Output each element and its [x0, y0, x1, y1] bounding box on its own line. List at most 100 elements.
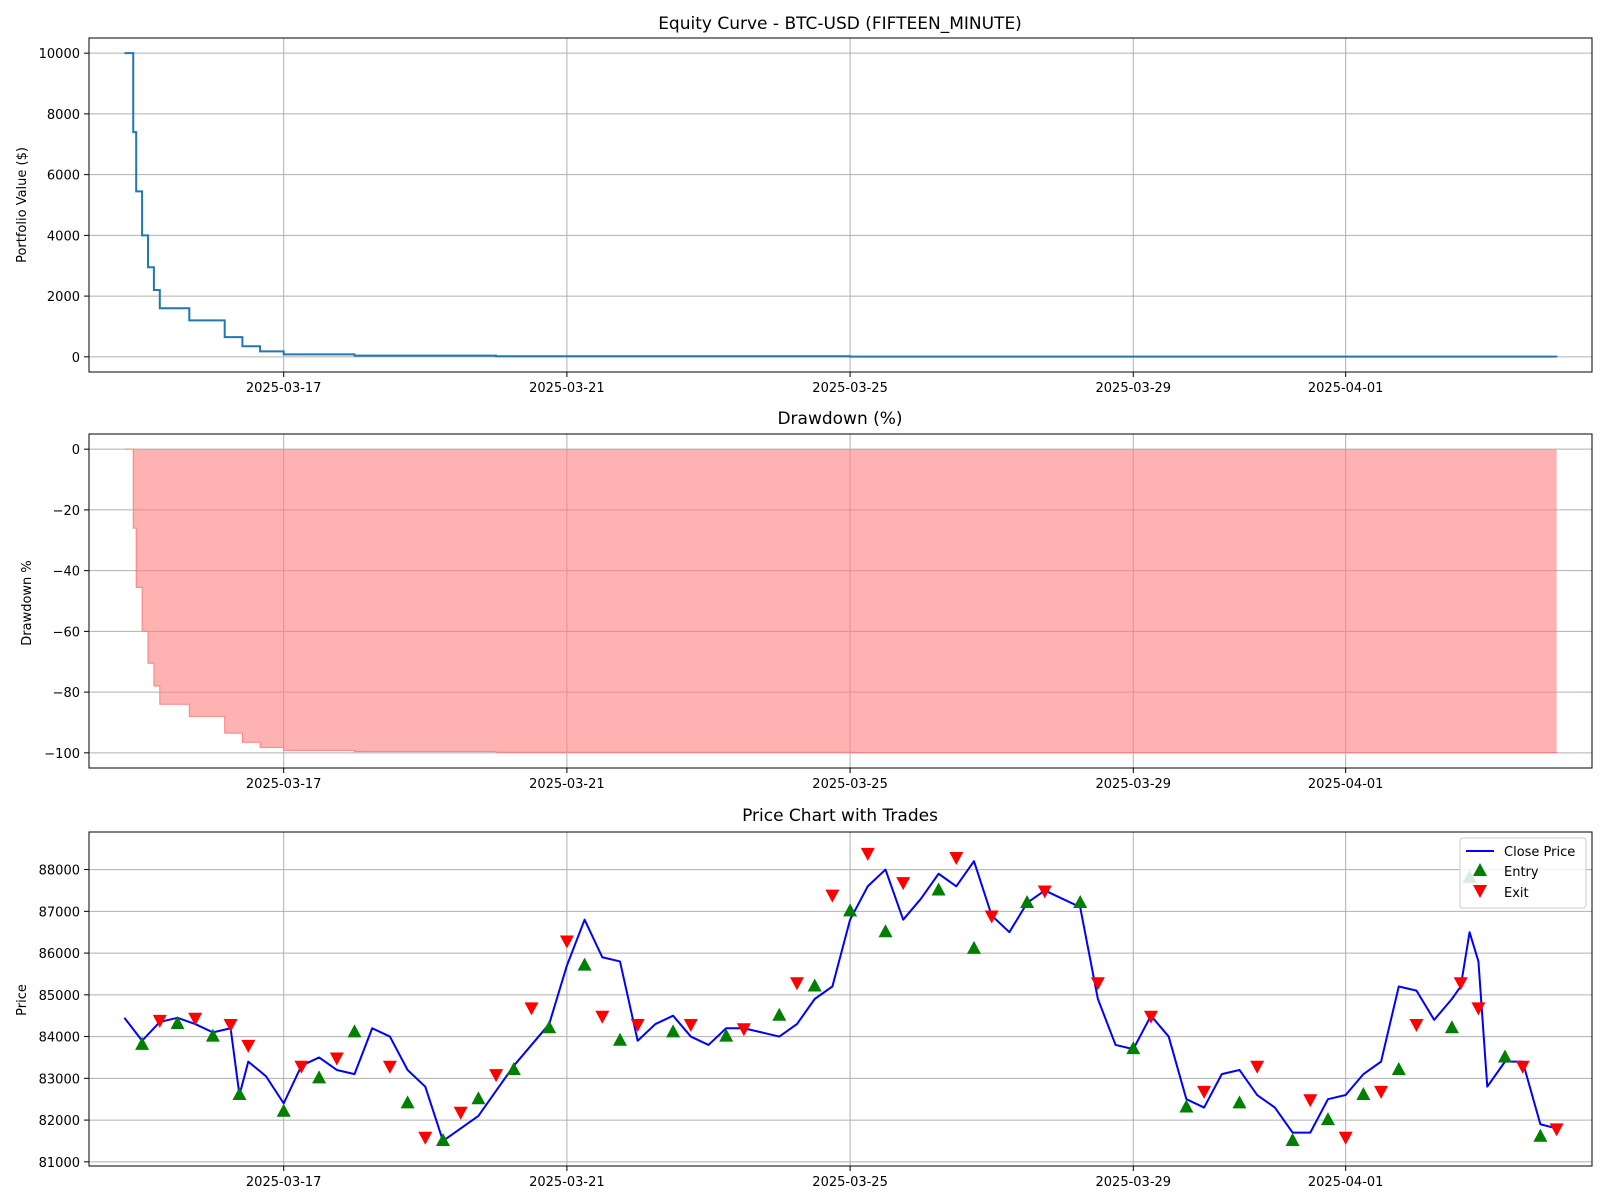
entry-marker [1073, 894, 1088, 908]
exit-marker [595, 1010, 610, 1024]
exit-marker [1143, 1010, 1158, 1024]
entry-marker [612, 1032, 627, 1046]
drawdown-edge-line [124, 448, 1558, 754]
drawdown-y-tick-label: −100 [44, 747, 80, 762]
equity-x-tick-label: 2025-03-17 [246, 381, 322, 396]
drawdown-y-tick-label: −20 [53, 504, 80, 519]
price-x-tick-label: 2025-03-21 [529, 1175, 605, 1190]
entry-marker [1356, 1087, 1371, 1101]
drawdown-x-tick-label: 2025-03-17 [246, 777, 322, 792]
entry-marker [1497, 1049, 1512, 1063]
entry-marker [1391, 1061, 1406, 1075]
entry-marker [170, 1016, 185, 1030]
exit-marker [949, 852, 964, 866]
legend-exit-marker [1473, 885, 1487, 898]
exit-marker [630, 1019, 645, 1033]
price-y-tick-label: 88000 [39, 864, 80, 879]
equity-curve-line [124, 52, 1558, 358]
exit-marker [1515, 1060, 1530, 1074]
price-panel: Price Chart with Trades Price 2025-03-17… [15, 806, 1593, 1190]
entry-marker [1285, 1132, 1300, 1146]
price-x-tick-label: 2025-03-17 [246, 1175, 322, 1190]
entry-marker [471, 1091, 486, 1105]
price-y-tick-label: 83000 [39, 1072, 80, 1087]
exit-marker [241, 1039, 256, 1053]
drawdown-x-tick-label: 2025-04-01 [1308, 777, 1384, 792]
exit-marker [294, 1060, 309, 1074]
price-y-label: Price [15, 984, 30, 1016]
exit-marker [188, 1012, 203, 1026]
price-x-tick-label: 2025-03-25 [812, 1175, 888, 1190]
price-y-tick-label: 87000 [39, 905, 80, 920]
entry-marker [1232, 1095, 1247, 1109]
price-ticks: 2025-03-17 2025-03-21 2025-03-25 2025-03-29… [39, 864, 1384, 1190]
equity-x-tick-label: 2025-03-25 [812, 381, 888, 396]
equity-title: Equity Curve - BTC-USD (FIFTEEN_MINUTE) [658, 14, 1022, 34]
price-axes-frame [88, 831, 1593, 1167]
equity-plot-area [124, 52, 1558, 358]
exit-marker [223, 1019, 238, 1033]
exit-marker [1409, 1019, 1424, 1033]
entry-marker [577, 957, 592, 971]
entry-marker [719, 1028, 734, 1042]
exit-marker [1303, 1094, 1318, 1108]
exit-marker [1250, 1060, 1265, 1074]
equity-y-tick-label: 2000 [47, 290, 80, 305]
legend-entry-entry: Entry [1504, 865, 1539, 880]
entry-marker [347, 1024, 362, 1038]
entry-marker [542, 1020, 557, 1034]
drawdown-y-label: Drawdown % [20, 560, 35, 646]
entry-marker [506, 1061, 521, 1075]
exit-marker [683, 1019, 698, 1033]
entry-marker [232, 1087, 247, 1101]
exit-marker [1090, 977, 1105, 991]
entry-marker [1126, 1041, 1141, 1055]
exit-marker [329, 1052, 344, 1066]
price-y-tick-label: 82000 [39, 1114, 80, 1129]
exit-marker [896, 877, 911, 891]
exit-marker [860, 847, 875, 861]
price-y-tick-label: 86000 [39, 947, 80, 962]
drawdown-y-tick-label: 0 [72, 443, 80, 458]
exit-marker [1549, 1123, 1564, 1137]
equity-y-tick-label: 8000 [47, 108, 80, 123]
drawdown-x-tick-label: 2025-03-29 [1096, 777, 1172, 792]
drawdown-ticks: 2025-03-17 2025-03-21 2025-03-25 2025-03-29… [44, 443, 1383, 792]
legend-entry-close-price: Close Price [1504, 845, 1575, 860]
close-price-line [123, 860, 1557, 1142]
exit-marker [825, 889, 840, 903]
entry-marker [966, 940, 981, 954]
exit-marker [736, 1023, 751, 1037]
exit-marker [984, 910, 999, 924]
entry-marker [400, 1095, 415, 1109]
entry-marker [205, 1028, 220, 1042]
equity-grid [89, 38, 1592, 372]
drawdown-area [124, 449, 1557, 753]
exit-marker [1471, 1002, 1486, 1016]
entry-marker [772, 1007, 787, 1021]
equity-y-label: Portfolio Value ($) [15, 147, 30, 263]
entry-marker [931, 882, 946, 896]
price-x-tick-label: 2025-04-01 [1308, 1175, 1384, 1190]
entry-marker [1020, 894, 1035, 908]
exit-marker [418, 1131, 433, 1145]
equity-x-tick-label: 2025-03-21 [529, 381, 605, 396]
exit-marker [1037, 885, 1052, 899]
entry-marker [1320, 1112, 1335, 1126]
price-grid [89, 832, 1592, 1166]
legend-entry-exit: Exit [1504, 886, 1529, 901]
price-legend: Close Price Entry Exit [1459, 837, 1587, 909]
drawdown-y-tick-label: −60 [53, 625, 80, 640]
price-plot-area [123, 847, 1564, 1146]
equity-y-tick-label: 10000 [39, 47, 80, 62]
entry-marker [312, 1070, 327, 1084]
entry-marker [666, 1024, 681, 1038]
drawdown-y-tick-label: −40 [53, 565, 80, 580]
drawdown-y-tick-label: −80 [53, 686, 80, 701]
legend-entry-marker [1473, 863, 1487, 876]
entry-marker [135, 1036, 150, 1050]
entry-marker [807, 978, 822, 992]
exit-marker [524, 1002, 539, 1016]
